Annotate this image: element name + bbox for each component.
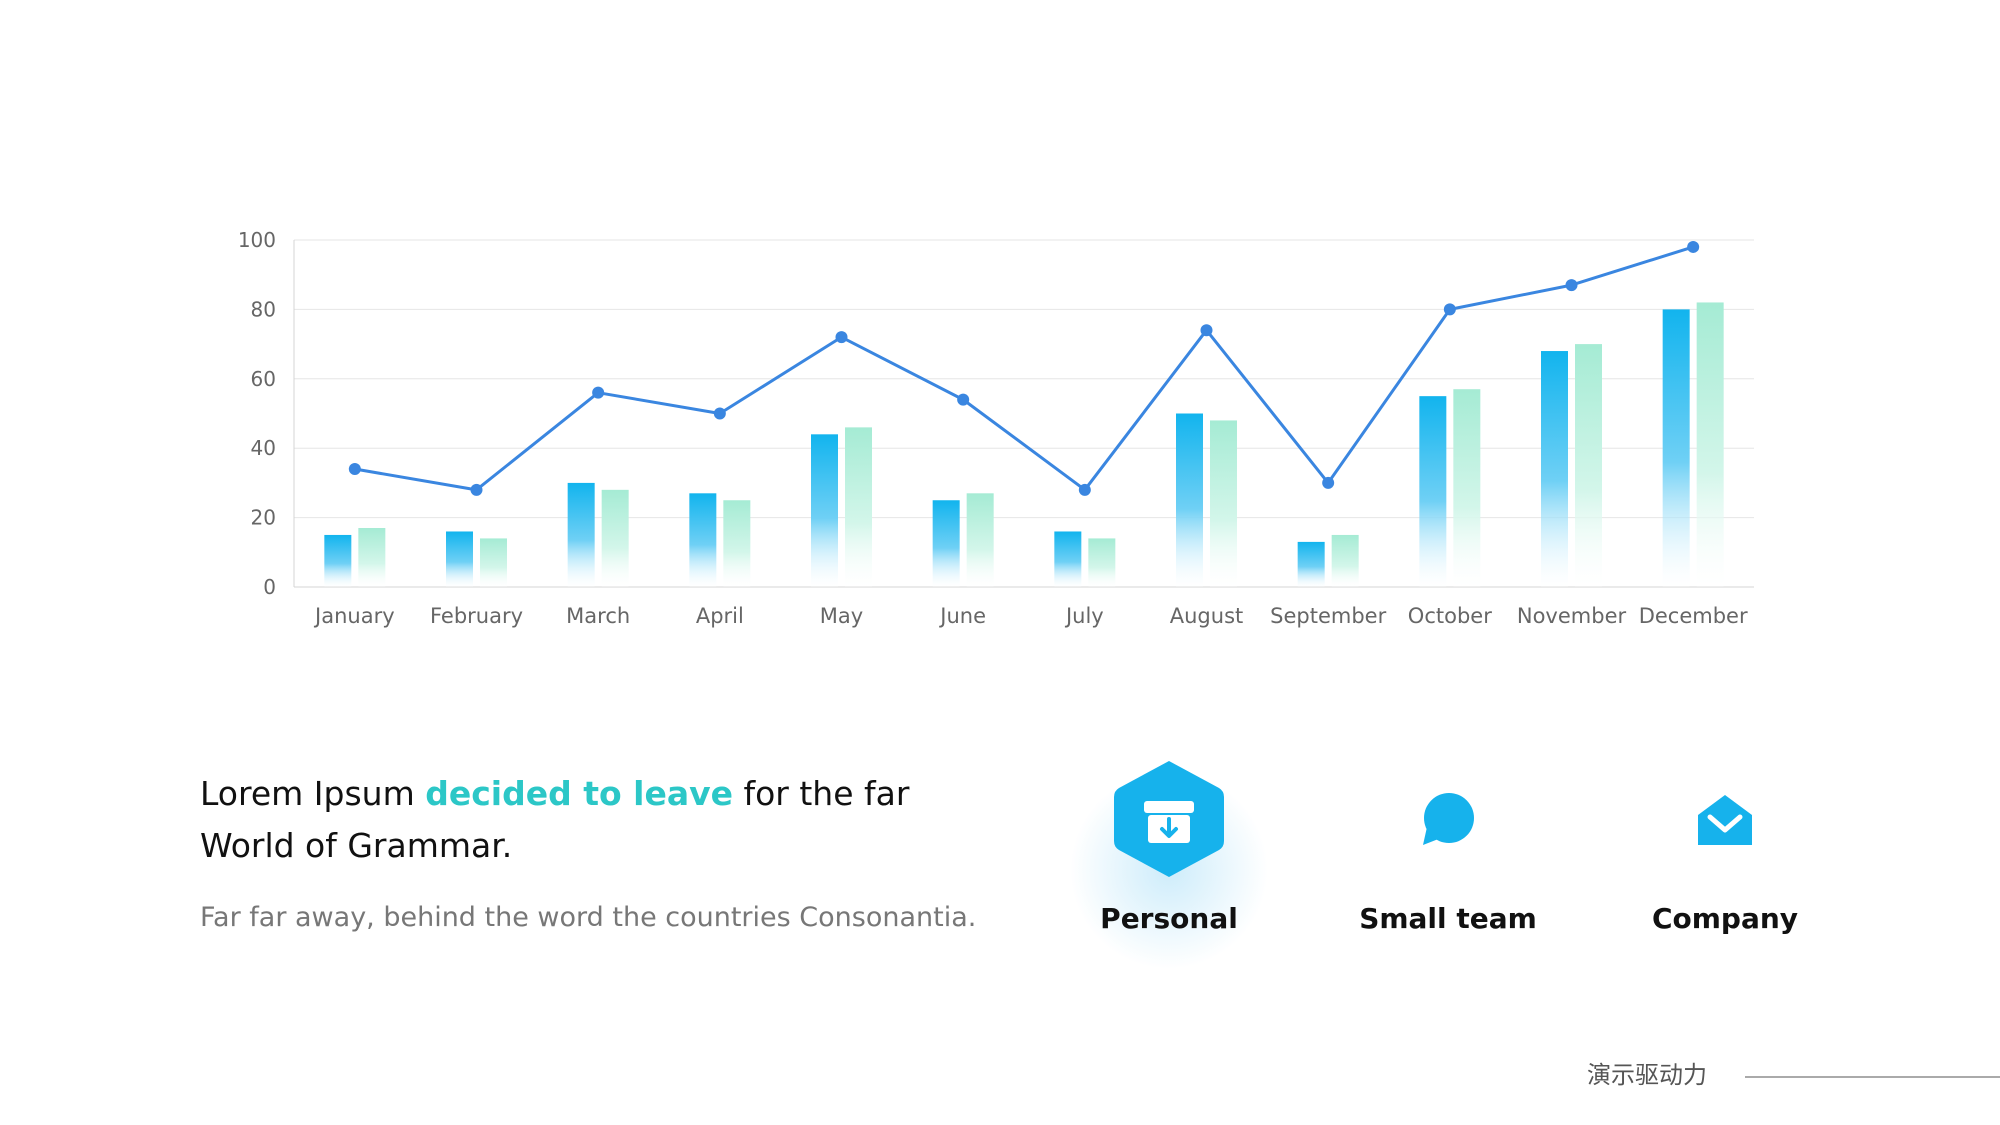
bar [1419, 396, 1447, 587]
headline: Lorem Ipsum decided to leave for the far… [200, 768, 920, 872]
bar [358, 528, 386, 587]
x-tick-label: February [430, 604, 523, 628]
line-point [1443, 303, 1456, 316]
feature-personal[interactable]: Personal [1049, 750, 1289, 970]
bar [1088, 538, 1116, 587]
line-point [1078, 483, 1091, 496]
line-point [1687, 240, 1700, 253]
bar [1541, 351, 1568, 587]
x-tick-label: April [696, 604, 744, 628]
x-tick-label: August [1170, 604, 1244, 628]
bar [723, 500, 751, 587]
y-axis: 0 20 40 60 80 100 [238, 228, 276, 599]
x-tick-label: March [566, 604, 630, 628]
line-point [835, 331, 848, 344]
series-line [354, 245, 1694, 492]
bar [845, 427, 872, 587]
bar [811, 434, 838, 587]
line-point [957, 393, 970, 406]
y-tick-label: 40 [251, 436, 276, 460]
headline-accent: decided to leave [425, 774, 733, 813]
y-tick-label: 0 [263, 575, 276, 599]
bar [1662, 309, 1690, 587]
bar [1331, 534, 1359, 587]
bar [1297, 541, 1325, 587]
bar [1054, 531, 1082, 587]
envelope-icon [1698, 795, 1752, 845]
feature-label: Personal [1100, 902, 1238, 935]
line-point [1200, 324, 1213, 337]
subtext: Far far away, behind the word the countr… [200, 902, 977, 933]
feature-label: Small team [1359, 902, 1537, 935]
x-tick-label: June [938, 604, 986, 628]
line-point [713, 407, 726, 420]
bar [1453, 389, 1481, 587]
x-tick-label: July [1064, 604, 1104, 628]
x-tick-label: May [820, 604, 863, 628]
bar [1176, 413, 1203, 587]
y-tick-label: 80 [251, 297, 276, 321]
y-tick-label: 100 [238, 228, 276, 252]
gridlines [293, 239, 1754, 588]
headline-line2: World of Grammar. [200, 826, 513, 865]
y-tick-label: 20 [251, 506, 276, 530]
x-tick-label: December [1639, 604, 1748, 628]
headline-part2: for the far [732, 774, 910, 813]
footer-divider [1745, 1076, 2000, 1078]
line-point [348, 463, 361, 476]
headline-part1: Lorem Ipsum [200, 774, 426, 813]
footer-text: 演示驱动力 [1587, 1061, 1707, 1089]
chat-bubble-icon [1423, 793, 1474, 845]
bar [446, 531, 473, 587]
x-tick-label: October [1408, 604, 1492, 628]
bar [1575, 344, 1602, 587]
bar [932, 500, 960, 587]
bar [1696, 302, 1724, 587]
bar [480, 538, 507, 587]
feature-label: Company [1651, 902, 1799, 935]
bar [567, 482, 595, 587]
y-tick-label: 60 [251, 367, 276, 391]
x-tick-label: November [1517, 604, 1627, 628]
feature-small-team[interactable]: Small team [1328, 750, 1568, 935]
archive-download-icon [1114, 761, 1224, 877]
line-point [592, 386, 605, 399]
line-point [470, 483, 483, 496]
line-point [1565, 279, 1578, 292]
bar [1210, 420, 1237, 587]
bar [324, 534, 352, 587]
x-tick-label: September [1270, 604, 1386, 628]
line-point [1322, 476, 1335, 489]
bar [689, 493, 717, 587]
bars [324, 302, 1724, 587]
feature-company[interactable]: Company [1605, 750, 1845, 935]
bar [966, 493, 994, 587]
monthly-chart: 0 20 40 60 80 100 January February March April Ma… [238, 228, 1754, 628]
line-series [348, 240, 1700, 496]
x-tick-label: January [313, 604, 395, 628]
x-axis: January February March April May June July Augu… [313, 604, 1748, 628]
bar [601, 489, 629, 587]
